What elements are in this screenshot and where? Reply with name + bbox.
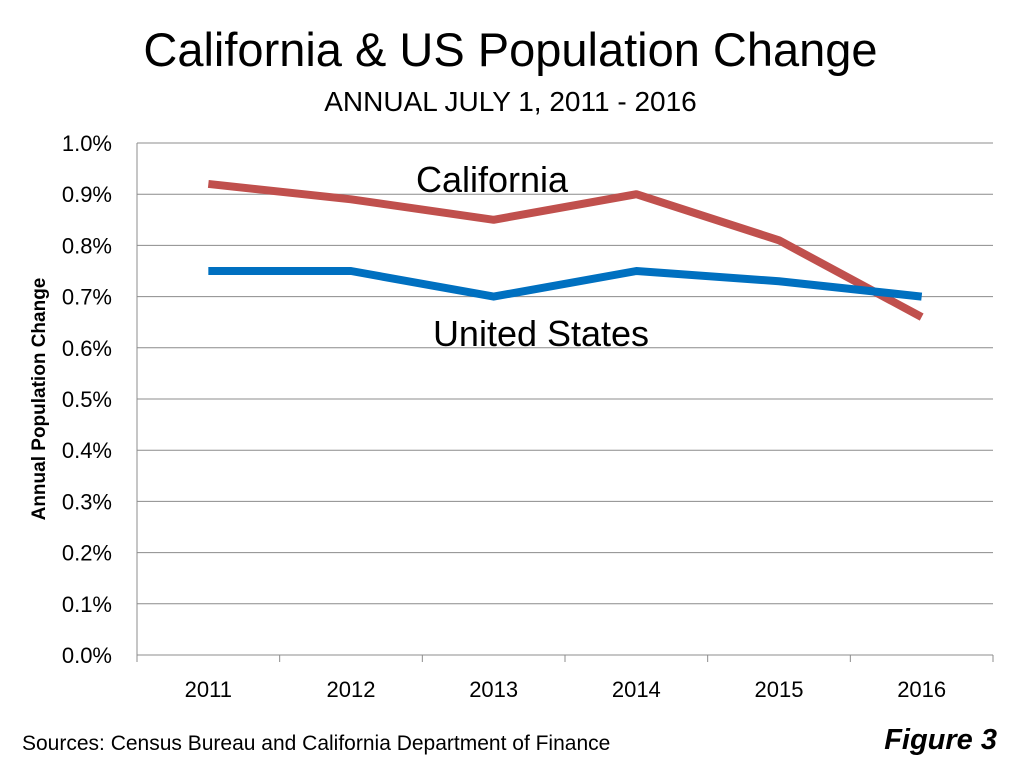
x-tick-label: 2013 [469,677,518,702]
series-line-united-states [208,267,923,301]
chart-title: California & US Population Change [143,23,878,76]
x-tick-label: 2014 [612,677,661,702]
y-tick-label: 0.5% [62,387,112,412]
x-tick-label: 2016 [897,677,946,702]
x-tick-label: 2015 [755,677,804,702]
chart-subtitle: ANNUAL JULY 1, 2011 - 2016 [324,86,697,117]
y-tick-label: 1.0% [62,131,112,156]
y-tick-label: 0.4% [62,438,112,463]
y-tick-label: 0.1% [62,592,112,617]
series-label-united-states: United States [433,313,649,354]
y-axis-title: Annual Population Change [29,278,50,521]
x-tick-label: 2011 [185,677,232,702]
series-label-california: California [416,159,569,200]
y-tick-label: 0.9% [62,182,112,207]
x-tick-label: 2012 [327,677,376,702]
y-tick-label: 0.7% [62,285,112,310]
y-tick-label: 0.3% [62,489,112,514]
y-tick-label: 0.8% [62,233,112,258]
y-tick-label: 0.0% [62,643,112,668]
source-note: Sources: Census Bureau and California De… [22,732,611,755]
series-line-california [207,179,924,321]
y-tick-label: 0.6% [62,336,112,361]
y-tick-label: 0.2% [62,541,112,566]
figure-label: Figure 3 [884,724,997,756]
